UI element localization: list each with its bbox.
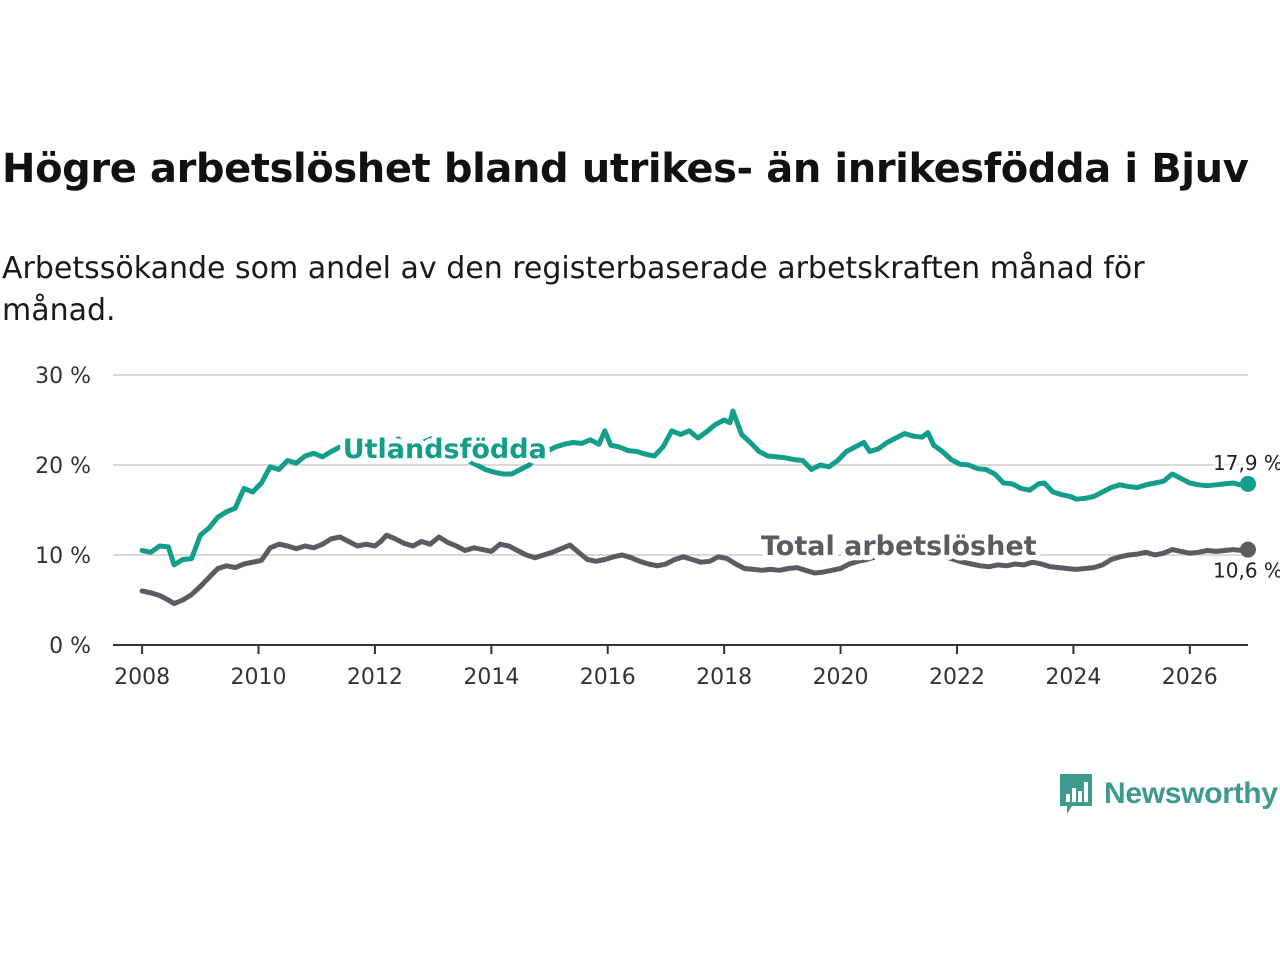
- x-tick-label: 2018: [696, 665, 752, 690]
- x-tick-label: 2010: [231, 665, 287, 690]
- y-tick-label: 20 %: [35, 454, 91, 479]
- newsworthy-logo-icon: [1060, 774, 1092, 814]
- series-label: Utlandsfödda: [343, 434, 547, 465]
- grid-lines: [113, 374, 1248, 556]
- y-tick-label: 0 %: [49, 634, 91, 659]
- series-end-marker-0: [1240, 475, 1256, 492]
- brand-name: Newsworthy: [1104, 777, 1278, 810]
- x-tick-label: 2024: [1045, 665, 1101, 690]
- series-line-0: [139, 408, 1251, 568]
- x-tick-label: 2016: [580, 665, 636, 690]
- series-line-1: [139, 532, 1251, 607]
- series-label: Total arbetslöshet: [761, 531, 1037, 562]
- y-tick-label: 10 %: [35, 544, 91, 569]
- chart-subtitle: Arbetssökande som andel av den registerb…: [2, 251, 1145, 328]
- x-tick-label: 2014: [463, 665, 519, 690]
- x-axis-ticks: 2008 2010 2012 2014 2016 2018 2020 2022 2024 2026: [114, 645, 1218, 690]
- x-tick-label: 2026: [1162, 665, 1218, 690]
- series-label-halo: Total arbetslöshet: [761, 531, 1037, 562]
- series-label-halo: Utlandsfödda: [343, 434, 547, 465]
- y-tick-label: 30 %: [35, 364, 91, 389]
- chart-title: Högre arbetslöshet bland utrikes- än inr…: [2, 146, 1249, 192]
- x-tick-label: 2008: [114, 665, 170, 690]
- end-value-label-halo: 10,6 %: [1213, 559, 1280, 583]
- x-tick-label: 2012: [347, 665, 403, 690]
- newsworthy-brand: Newsworthy: [1058, 772, 1278, 816]
- end-value-label: 17,9 %: [1213, 451, 1280, 475]
- line-chart: 0 % 10 % 20 % 30 % 2008 2010 2012 2014 2016 2018…: [35, 364, 1280, 690]
- series-lines: [139, 408, 1256, 607]
- series-end-marker-1: [1240, 541, 1256, 558]
- y-axis-ticks: 0 % 10 % 20 % 30 %: [35, 364, 91, 659]
- x-tick-label: 2020: [813, 665, 869, 690]
- x-tick-label: 2022: [929, 665, 985, 690]
- end-value-label: 10,6 %: [1213, 559, 1280, 583]
- end-value-label-halo: 17,9 %: [1213, 451, 1280, 475]
